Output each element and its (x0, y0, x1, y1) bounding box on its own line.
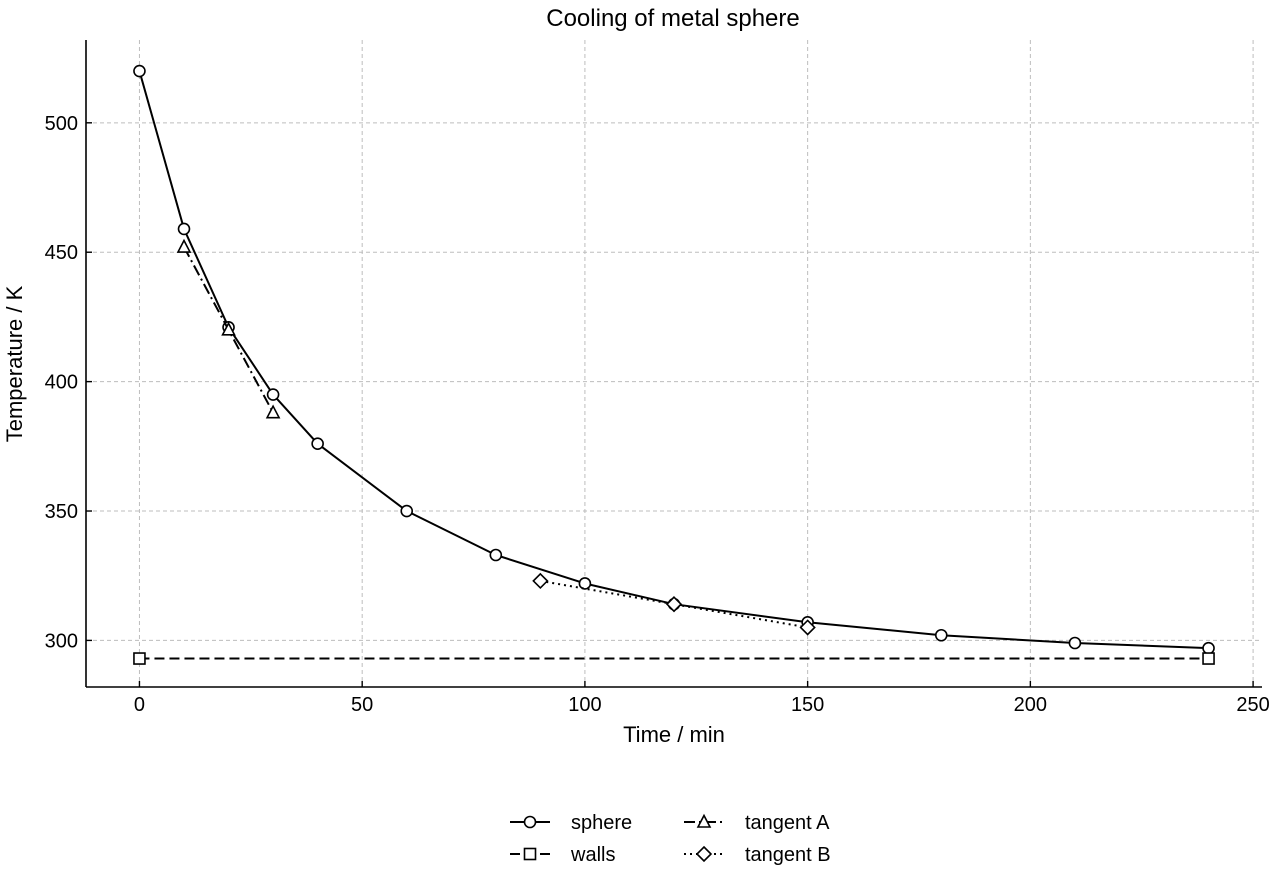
ticks: 0 50 100 150 200 250 300 350 400 450 500 (45, 113, 1270, 716)
data-point-sphere (266, 388, 280, 401)
legend: sphere walls tangent A tangent B (510, 812, 831, 866)
data-point-walls (133, 652, 146, 665)
x-tick-label: 250 (1236, 694, 1269, 716)
data-point-tangent-a (176, 238, 192, 253)
x-tick-label: 150 (791, 694, 824, 716)
data-point-tangent-b (532, 572, 549, 590)
data-point-sphere (489, 548, 503, 562)
y-tick-label: 500 (45, 113, 78, 135)
y-tick-label: 300 (45, 630, 78, 652)
data-point-tangent-b (665, 596, 683, 613)
data-point-tangent-a (265, 404, 281, 419)
legend-label: sphere (571, 812, 632, 834)
legend-entry-walls: walls (510, 844, 615, 866)
series-sphere (133, 64, 1215, 655)
series-tangent-b (532, 572, 816, 636)
x-axis-label: Time / min (623, 722, 725, 747)
axes (85, 40, 1262, 688)
data-point-sphere (578, 577, 592, 590)
chart-title: Cooling of metal sphere (546, 5, 799, 32)
legend-entry-tangent-a: tangent A (684, 812, 830, 834)
data-point-sphere (311, 437, 324, 451)
x-tick-label: 50 (351, 694, 373, 716)
data-point-tangent-a (221, 321, 236, 336)
y-tick-label: 350 (45, 501, 78, 523)
x-tick-label: 0 (134, 694, 145, 716)
data-point-tangent-b (799, 619, 816, 636)
data-point-sphere (1068, 636, 1082, 650)
legend-marker (523, 847, 537, 861)
series-walls (133, 652, 1215, 665)
legend-label: tangent A (745, 812, 830, 834)
legend-entry-tangent-b: tangent B (684, 844, 831, 866)
legend-marker (696, 813, 712, 828)
series-line-sphere (138, 70, 1209, 650)
x-tick-label: 200 (1014, 694, 1047, 716)
legend-entry-sphere: sphere (510, 812, 632, 834)
data-point-sphere (133, 64, 146, 78)
grid (86, 40, 1262, 687)
legend-label: walls (570, 844, 615, 866)
data-point-sphere (177, 222, 191, 236)
legend-label: tangent B (745, 844, 831, 866)
series-tangent-a (176, 238, 281, 419)
y-tick-label: 450 (45, 242, 78, 264)
legend-marker (695, 845, 713, 863)
y-tick-label: 400 (45, 372, 78, 394)
data-point-sphere (400, 504, 414, 518)
data-point-walls (1202, 652, 1215, 665)
y-axis-label: Temperature / K (2, 285, 27, 442)
legend-marker (523, 815, 537, 829)
data-point-sphere (1202, 641, 1215, 655)
x-tick-label: 100 (568, 694, 601, 716)
series-layer (133, 64, 1215, 665)
data-point-sphere (934, 628, 948, 642)
